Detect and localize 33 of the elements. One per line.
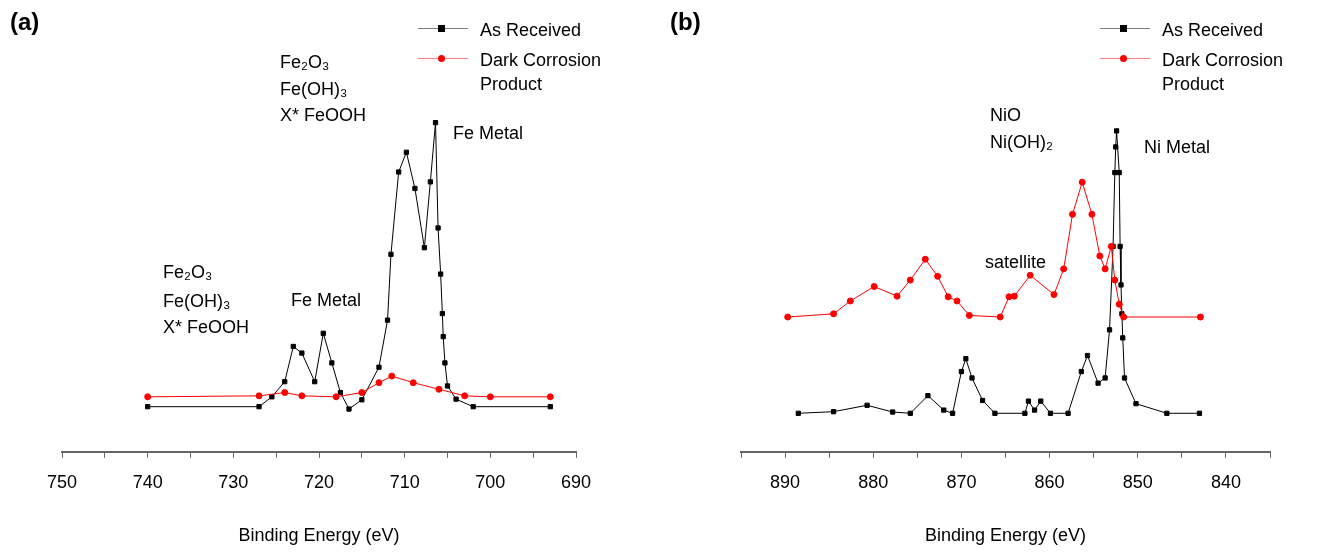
x-tick-label: 710 <box>389 471 420 492</box>
x-tick-label: 750 <box>46 471 78 492</box>
legend-label: As Received <box>1162 19 1264 42</box>
annotation: Ni(OH)₂ <box>990 131 1053 153</box>
x-tick-label: 730 <box>218 471 249 492</box>
annotation: X* FeOOH <box>280 104 367 126</box>
annotation: Fe(OH)₃ <box>163 290 231 312</box>
legend-label: As Received <box>480 19 582 42</box>
x-tick-label: 860 <box>1034 471 1065 492</box>
x-axis-title: Binding Energy (eV) <box>924 525 1087 546</box>
x-tick-label: 890 <box>770 471 801 492</box>
x-tick-label: 880 <box>858 471 889 492</box>
legend-label: Dark Corrosion Product <box>480 49 603 96</box>
chart-title: (a) <box>10 8 40 36</box>
x-tick-label: 740 <box>132 471 163 492</box>
annotation: Fe₂O₃ <box>163 261 213 283</box>
text: NiO <box>990 104 1021 126</box>
annotation: Fe Metal <box>453 122 524 144</box>
text: Fe₂O₃ <box>280 51 330 73</box>
x-tick-label: 720 <box>303 471 335 492</box>
annotation: satellite <box>985 251 1047 273</box>
x-tick-label: 700 <box>475 471 506 492</box>
x-tick-label: 840 <box>1210 471 1241 492</box>
annotation: X* FeOOH <box>163 316 250 338</box>
chart-title: (b) <box>670 8 701 36</box>
text: Fe(OH)₃ <box>280 78 348 100</box>
annotation: Fe Metal <box>291 289 362 311</box>
x-tick-label: 870 <box>946 471 977 492</box>
x-tick-label: 690 <box>560 471 592 492</box>
x-tick-label: 850 <box>1122 471 1153 492</box>
annotation: Ni Metal <box>1144 136 1211 158</box>
x-axis-title: Binding Energy (eV) <box>238 525 400 546</box>
legend-label: Dark Corrosion Product <box>1162 49 1285 96</box>
